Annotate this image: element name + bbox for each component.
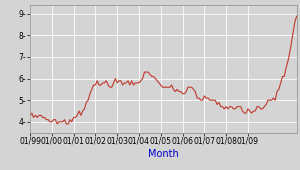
X-axis label: Month: Month (148, 149, 179, 159)
